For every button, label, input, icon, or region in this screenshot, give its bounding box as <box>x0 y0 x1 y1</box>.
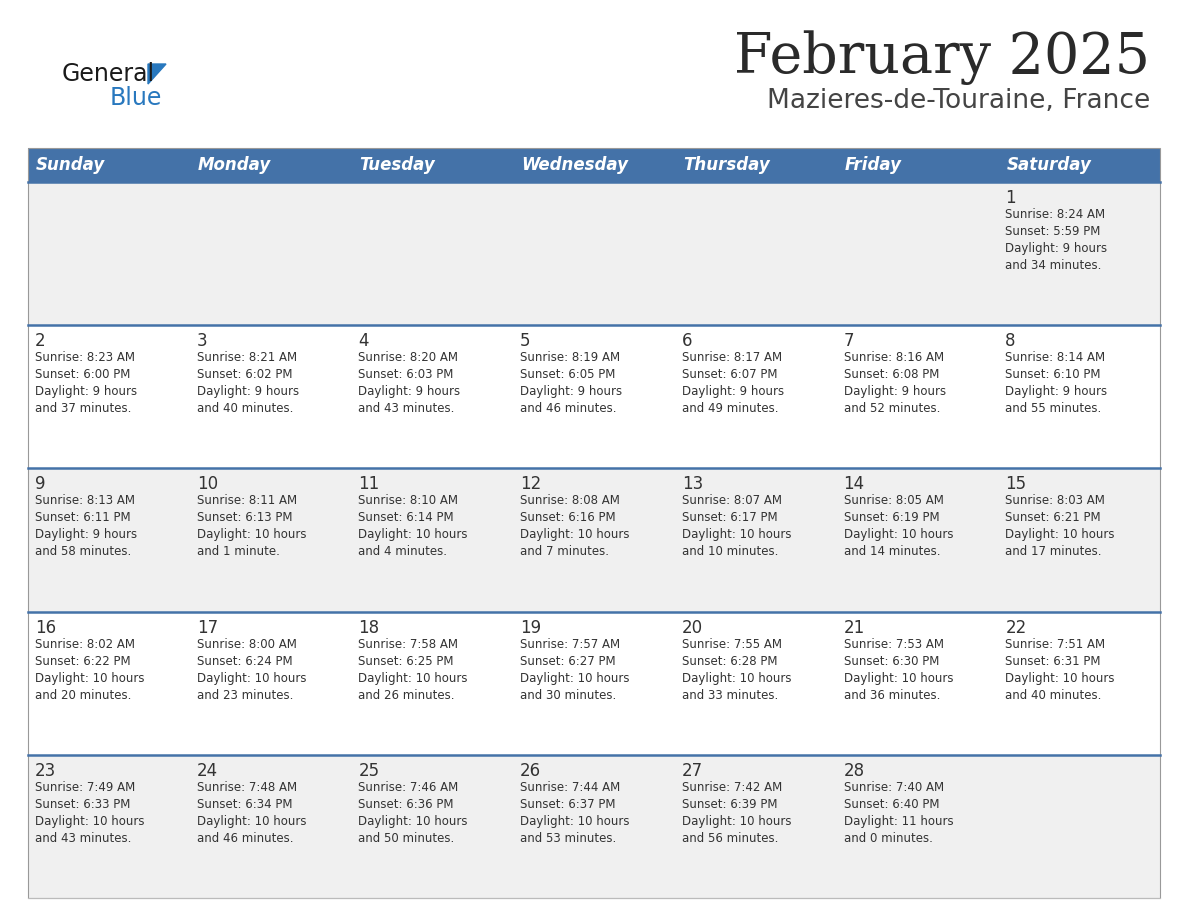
Text: 28: 28 <box>843 762 865 779</box>
Bar <box>675 148 836 182</box>
Bar <box>29 611 1159 755</box>
Text: 27: 27 <box>682 762 703 779</box>
Text: Sunrise: 7:40 AM
Sunset: 6:40 PM
Daylight: 11 hours
and 0 minutes.: Sunrise: 7:40 AM Sunset: 6:40 PM Dayligh… <box>843 781 953 845</box>
Bar <box>998 148 1159 182</box>
Text: 18: 18 <box>359 619 379 636</box>
Text: Sunrise: 8:02 AM
Sunset: 6:22 PM
Daylight: 10 hours
and 20 minutes.: Sunrise: 8:02 AM Sunset: 6:22 PM Dayligh… <box>34 638 145 701</box>
Text: Thursday: Thursday <box>683 156 770 174</box>
Text: 15: 15 <box>1005 476 1026 493</box>
Text: 14: 14 <box>843 476 865 493</box>
Text: Wednesday: Wednesday <box>522 156 628 174</box>
Text: Saturday: Saturday <box>1006 156 1092 174</box>
Text: Sunrise: 8:17 AM
Sunset: 6:07 PM
Daylight: 9 hours
and 49 minutes.: Sunrise: 8:17 AM Sunset: 6:07 PM Dayligh… <box>682 352 784 415</box>
Text: 12: 12 <box>520 476 542 493</box>
Text: Monday: Monday <box>197 156 271 174</box>
Polygon shape <box>148 64 166 84</box>
Text: 21: 21 <box>843 619 865 636</box>
Text: Mazieres-de-Touraine, France: Mazieres-de-Touraine, France <box>766 88 1150 114</box>
Text: 4: 4 <box>359 332 369 350</box>
Bar <box>352 148 513 182</box>
Text: Sunrise: 8:20 AM
Sunset: 6:03 PM
Daylight: 9 hours
and 43 minutes.: Sunrise: 8:20 AM Sunset: 6:03 PM Dayligh… <box>359 352 461 415</box>
Text: 3: 3 <box>197 332 208 350</box>
Bar <box>836 148 998 182</box>
Text: Sunrise: 8:11 AM
Sunset: 6:13 PM
Daylight: 10 hours
and 1 minute.: Sunrise: 8:11 AM Sunset: 6:13 PM Dayligh… <box>197 495 307 558</box>
Text: Sunrise: 8:03 AM
Sunset: 6:21 PM
Daylight: 10 hours
and 17 minutes.: Sunrise: 8:03 AM Sunset: 6:21 PM Dayligh… <box>1005 495 1114 558</box>
Text: Sunrise: 8:08 AM
Sunset: 6:16 PM
Daylight: 10 hours
and 7 minutes.: Sunrise: 8:08 AM Sunset: 6:16 PM Dayligh… <box>520 495 630 558</box>
Bar <box>29 468 1159 611</box>
Bar <box>29 148 1159 898</box>
Text: Sunrise: 8:24 AM
Sunset: 5:59 PM
Daylight: 9 hours
and 34 minutes.: Sunrise: 8:24 AM Sunset: 5:59 PM Dayligh… <box>1005 208 1107 272</box>
Text: Blue: Blue <box>110 86 163 110</box>
Text: 9: 9 <box>34 476 45 493</box>
Text: Friday: Friday <box>845 156 902 174</box>
Bar <box>190 148 352 182</box>
Text: 17: 17 <box>197 619 217 636</box>
Text: 7: 7 <box>843 332 854 350</box>
Text: February 2025: February 2025 <box>734 30 1150 84</box>
Text: General: General <box>62 62 156 86</box>
Text: 8: 8 <box>1005 332 1016 350</box>
Text: 6: 6 <box>682 332 693 350</box>
Bar <box>29 755 1159 898</box>
Text: Sunrise: 7:42 AM
Sunset: 6:39 PM
Daylight: 10 hours
and 56 minutes.: Sunrise: 7:42 AM Sunset: 6:39 PM Dayligh… <box>682 781 791 845</box>
Bar <box>29 148 190 182</box>
Text: Sunrise: 8:05 AM
Sunset: 6:19 PM
Daylight: 10 hours
and 14 minutes.: Sunrise: 8:05 AM Sunset: 6:19 PM Dayligh… <box>843 495 953 558</box>
Text: Sunrise: 8:19 AM
Sunset: 6:05 PM
Daylight: 9 hours
and 46 minutes.: Sunrise: 8:19 AM Sunset: 6:05 PM Dayligh… <box>520 352 623 415</box>
Bar <box>29 325 1159 468</box>
Text: Sunrise: 7:48 AM
Sunset: 6:34 PM
Daylight: 10 hours
and 46 minutes.: Sunrise: 7:48 AM Sunset: 6:34 PM Dayligh… <box>197 781 307 845</box>
Text: 13: 13 <box>682 476 703 493</box>
Text: Sunrise: 7:46 AM
Sunset: 6:36 PM
Daylight: 10 hours
and 50 minutes.: Sunrise: 7:46 AM Sunset: 6:36 PM Dayligh… <box>359 781 468 845</box>
Text: Sunrise: 7:51 AM
Sunset: 6:31 PM
Daylight: 10 hours
and 40 minutes.: Sunrise: 7:51 AM Sunset: 6:31 PM Dayligh… <box>1005 638 1114 701</box>
Text: Sunrise: 8:00 AM
Sunset: 6:24 PM
Daylight: 10 hours
and 23 minutes.: Sunrise: 8:00 AM Sunset: 6:24 PM Dayligh… <box>197 638 307 701</box>
Text: Sunrise: 7:53 AM
Sunset: 6:30 PM
Daylight: 10 hours
and 36 minutes.: Sunrise: 7:53 AM Sunset: 6:30 PM Dayligh… <box>843 638 953 701</box>
Text: 2: 2 <box>34 332 45 350</box>
Text: Sunrise: 8:14 AM
Sunset: 6:10 PM
Daylight: 9 hours
and 55 minutes.: Sunrise: 8:14 AM Sunset: 6:10 PM Dayligh… <box>1005 352 1107 415</box>
Text: Sunrise: 8:07 AM
Sunset: 6:17 PM
Daylight: 10 hours
and 10 minutes.: Sunrise: 8:07 AM Sunset: 6:17 PM Dayligh… <box>682 495 791 558</box>
Text: Sunrise: 7:44 AM
Sunset: 6:37 PM
Daylight: 10 hours
and 53 minutes.: Sunrise: 7:44 AM Sunset: 6:37 PM Dayligh… <box>520 781 630 845</box>
Text: 20: 20 <box>682 619 703 636</box>
Text: 16: 16 <box>34 619 56 636</box>
Text: 26: 26 <box>520 762 542 779</box>
Text: Sunrise: 7:57 AM
Sunset: 6:27 PM
Daylight: 10 hours
and 30 minutes.: Sunrise: 7:57 AM Sunset: 6:27 PM Dayligh… <box>520 638 630 701</box>
Text: 11: 11 <box>359 476 380 493</box>
Text: 19: 19 <box>520 619 542 636</box>
Text: Sunrise: 8:10 AM
Sunset: 6:14 PM
Daylight: 10 hours
and 4 minutes.: Sunrise: 8:10 AM Sunset: 6:14 PM Dayligh… <box>359 495 468 558</box>
Text: Sunday: Sunday <box>36 156 106 174</box>
Text: 22: 22 <box>1005 619 1026 636</box>
Text: 10: 10 <box>197 476 217 493</box>
Text: 23: 23 <box>34 762 56 779</box>
Bar <box>29 182 1159 325</box>
Text: Sunrise: 7:58 AM
Sunset: 6:25 PM
Daylight: 10 hours
and 26 minutes.: Sunrise: 7:58 AM Sunset: 6:25 PM Dayligh… <box>359 638 468 701</box>
Text: Sunrise: 7:49 AM
Sunset: 6:33 PM
Daylight: 10 hours
and 43 minutes.: Sunrise: 7:49 AM Sunset: 6:33 PM Dayligh… <box>34 781 145 845</box>
Bar <box>513 148 675 182</box>
Text: Sunrise: 8:21 AM
Sunset: 6:02 PM
Daylight: 9 hours
and 40 minutes.: Sunrise: 8:21 AM Sunset: 6:02 PM Dayligh… <box>197 352 299 415</box>
Text: 24: 24 <box>197 762 217 779</box>
Text: Sunrise: 8:23 AM
Sunset: 6:00 PM
Daylight: 9 hours
and 37 minutes.: Sunrise: 8:23 AM Sunset: 6:00 PM Dayligh… <box>34 352 137 415</box>
Text: Sunrise: 8:16 AM
Sunset: 6:08 PM
Daylight: 9 hours
and 52 minutes.: Sunrise: 8:16 AM Sunset: 6:08 PM Dayligh… <box>843 352 946 415</box>
Text: 5: 5 <box>520 332 531 350</box>
Text: Tuesday: Tuesday <box>360 156 435 174</box>
Text: 1: 1 <box>1005 189 1016 207</box>
Text: Sunrise: 8:13 AM
Sunset: 6:11 PM
Daylight: 9 hours
and 58 minutes.: Sunrise: 8:13 AM Sunset: 6:11 PM Dayligh… <box>34 495 137 558</box>
Text: Sunrise: 7:55 AM
Sunset: 6:28 PM
Daylight: 10 hours
and 33 minutes.: Sunrise: 7:55 AM Sunset: 6:28 PM Dayligh… <box>682 638 791 701</box>
Text: 25: 25 <box>359 762 379 779</box>
